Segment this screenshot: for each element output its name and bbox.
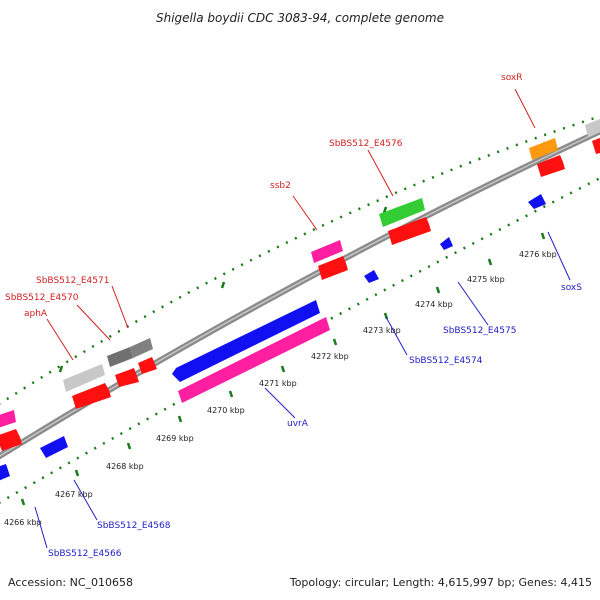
genome-backbone-highlight [0, 130, 600, 457]
tick-label: 4267 kbp [55, 490, 93, 499]
gene-feature-sbbs4571[interactable] [130, 338, 153, 358]
cds-feature-soxR[interactable] [537, 155, 565, 177]
cds-feature[interactable] [592, 136, 600, 154]
gene-feature[interactable] [0, 410, 16, 428]
cds-feature[interactable] [0, 429, 22, 451]
accession-text: Accession: NC_010658 [8, 576, 133, 589]
tick-label: 4270 kbp [207, 406, 245, 415]
label-soxS[interactable]: soxS [561, 283, 582, 293]
gene-feature-soxS[interactable] [528, 194, 546, 209]
label-sbbs4568[interactable]: SbBS512_E4568 [97, 521, 171, 531]
gene-feature-uvrA[interactable] [172, 300, 320, 382]
label-sbbs4576[interactable]: SbBS512_E4576 [329, 139, 403, 149]
cds-feature-ssb2[interactable] [318, 256, 348, 280]
leader-lines [34, 88, 571, 549]
gene-feature[interactable] [585, 117, 600, 137]
gene-feature-sbbs4576[interactable] [379, 198, 425, 227]
cds-feature-sbbs4571[interactable] [138, 357, 157, 374]
cds-feature-uvrA[interactable] [178, 317, 330, 403]
tick-label: 4276 kbp [519, 250, 557, 259]
label-sbbs4571[interactable]: SbBS512_E4571 [36, 276, 109, 286]
tick-label: 4269 kbp [156, 434, 194, 443]
cds-feature-sbbs4570[interactable] [115, 368, 139, 387]
gene-feature-sbbs4570[interactable] [107, 347, 133, 367]
tick-label: 4274 kbp [415, 300, 453, 309]
label-sbbs4574[interactable]: SbBS512_E4574 [409, 356, 483, 366]
label-ssb2[interactable]: ssb2 [270, 181, 291, 191]
genome-backbone [0, 127, 600, 460]
gene-feature-aphA[interactable] [63, 364, 105, 392]
outer-tick-ring [0, 115, 600, 406]
label-soxR[interactable]: soxR [501, 73, 523, 83]
tick-label: 4273 kbp [363, 326, 401, 335]
gene-feature-sbbs4568[interactable] [40, 436, 68, 458]
cds-feature-aphA[interactable] [72, 383, 111, 409]
tick-label: 4272 kbp [311, 352, 349, 361]
tick-label: 4275 kbp [467, 275, 505, 284]
tick-label: 4266 kbp [4, 518, 42, 527]
map-title: Shigella boydii CDC 3083-94, complete ge… [156, 11, 444, 25]
reverse-features [0, 194, 546, 482]
gene-feature-soxR[interactable] [529, 138, 558, 160]
cds-feature-sbbs4576[interactable] [388, 217, 431, 245]
gene-feature-sbbs4574[interactable] [364, 270, 379, 283]
label-uvrA[interactable]: uvrA [287, 419, 309, 429]
label-aphA[interactable]: aphA [24, 309, 48, 319]
gene-feature-ssb2[interactable] [311, 240, 343, 263]
genome-stats-text: Topology: circular; Length: 4,615,997 bp… [289, 576, 592, 589]
label-sbbs4575[interactable]: SbBS512_E4575 [443, 326, 516, 336]
inner-tick-ring [0, 176, 600, 504]
gene-feature-sbbs4566[interactable] [0, 464, 10, 482]
label-sbbs4570[interactable]: SbBS512_E4570 [5, 293, 79, 303]
forward-features [0, 117, 600, 451]
gene-feature-sbbs4575[interactable] [440, 237, 453, 250]
tick-label: 4268 kbp [106, 462, 144, 471]
tick-label: 4271 kbp [259, 379, 297, 388]
label-sbbs4566[interactable]: SbBS512_E4566 [48, 549, 122, 559]
